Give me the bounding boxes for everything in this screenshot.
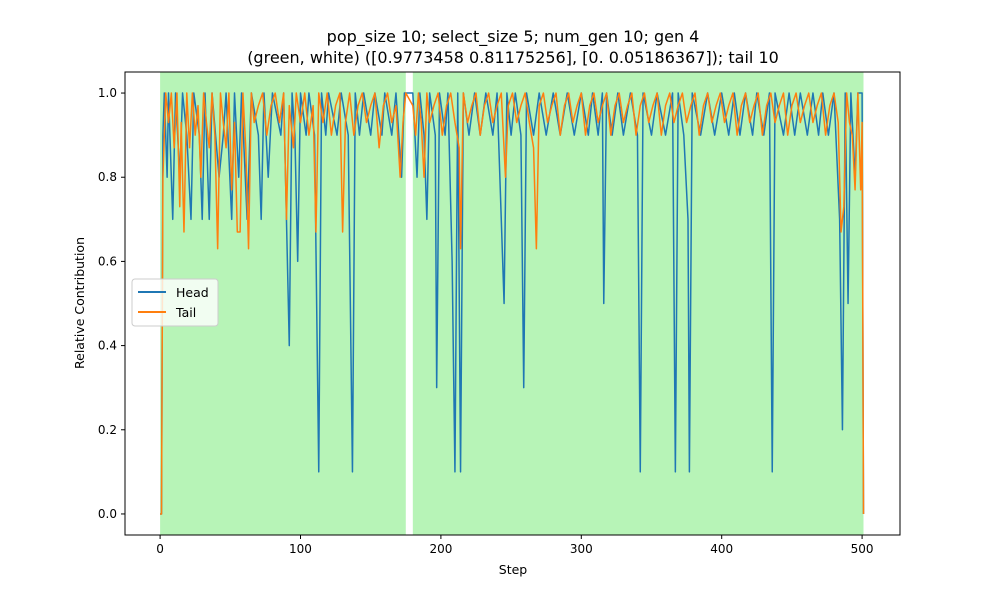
x-axis-label: Step [499,562,528,577]
plot-area: 0 100 200 300 400 500 0.0 0.2 0.4 0.6 0.8 1.0 [98,71,901,556]
x-tick-label: 400 [710,542,733,556]
y-tick-label: 0.2 [98,423,117,437]
y-axis-label: Relative Contribution [72,237,87,369]
legend-head-label: Head [176,285,209,300]
legend-tail-label: Tail [175,305,196,320]
y-tick-label: 0.8 [98,170,117,184]
legend-box [131,278,219,327]
legend: Head Tail [131,278,219,327]
chart-title-line2: (green, white) ([0.9773458 0.81175256], … [247,48,779,67]
x-tick-label: 500 [851,542,874,556]
series-line-tail [160,92,865,515]
y-tick-label: 0.6 [98,254,117,268]
plot-frame [124,71,901,536]
x-tick-label: 300 [570,542,593,556]
x-tick-label: 200 [429,542,452,556]
x-tick-label: 100 [289,542,312,556]
y-tick-label: 0.4 [98,339,117,353]
x-tick-label: 0 [156,542,164,556]
y-tick-label: 0.0 [98,507,117,521]
chart-title-line1: pop_size 10; select_size 5; num_gen 10; … [327,27,700,47]
y-tick-label: 1.0 [98,86,117,100]
